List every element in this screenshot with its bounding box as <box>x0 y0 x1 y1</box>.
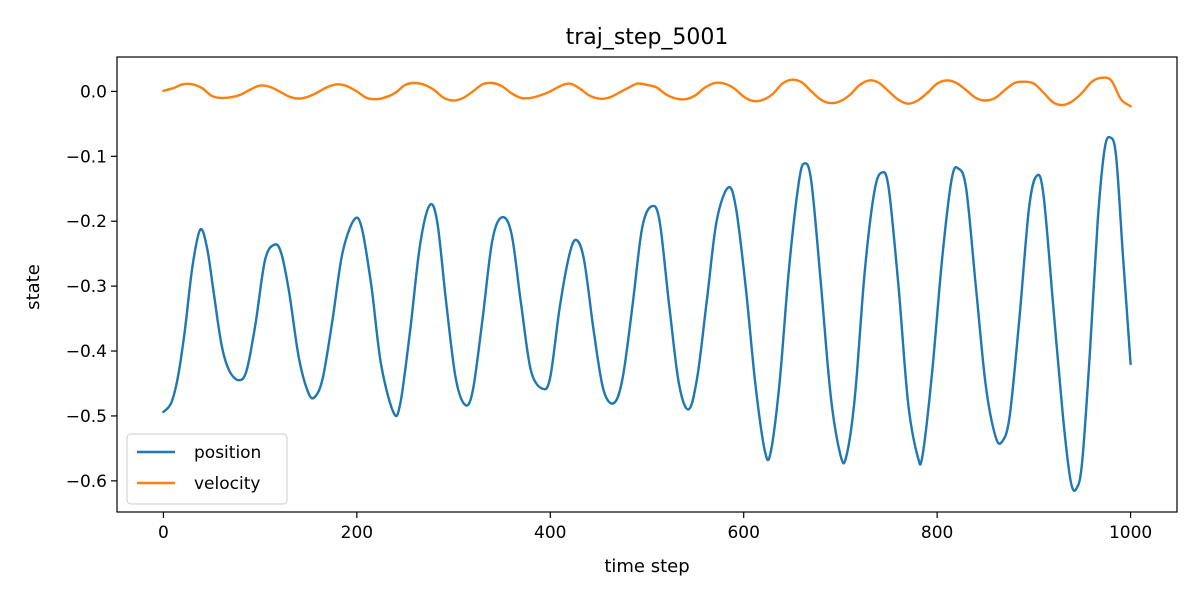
y-axis-label: state <box>23 264 44 310</box>
series-line-velocity <box>162 76 1132 108</box>
x-axis-label: time step <box>604 556 689 577</box>
legend-label-velocity: velocity <box>194 474 260 494</box>
y-tick-label: 0.0 <box>80 82 107 102</box>
x-tick-label: 600 <box>727 523 759 543</box>
x-tick-label: 1000 <box>1109 523 1152 543</box>
y-tick-label: −0.4 <box>66 342 107 362</box>
legend-label-position: position <box>194 443 261 463</box>
x-axis: 0 200 400 600 800 1000 <box>158 512 1152 543</box>
y-tick-label: −0.3 <box>66 277 107 297</box>
plot-area-frame <box>116 56 1178 513</box>
x-tick-label: 200 <box>341 523 373 543</box>
x-tick-label: 0 <box>158 523 169 543</box>
chart-title: traj_step_5001 <box>566 25 729 50</box>
y-tick-label: −0.5 <box>66 407 107 427</box>
y-tick-label: −0.2 <box>66 212 107 232</box>
y-tick-label: −0.1 <box>66 147 107 167</box>
y-tick-label: −0.6 <box>66 472 107 492</box>
x-tick-label: 800 <box>921 523 953 543</box>
y-axis: 0.0 −0.1 −0.2 −0.3 −0.4 −0.5 −0.6 <box>66 82 117 492</box>
legend: position velocity <box>126 433 288 505</box>
series-line-position <box>162 135 1132 492</box>
x-tick-label: 400 <box>534 523 566 543</box>
series-layer <box>162 76 1132 492</box>
